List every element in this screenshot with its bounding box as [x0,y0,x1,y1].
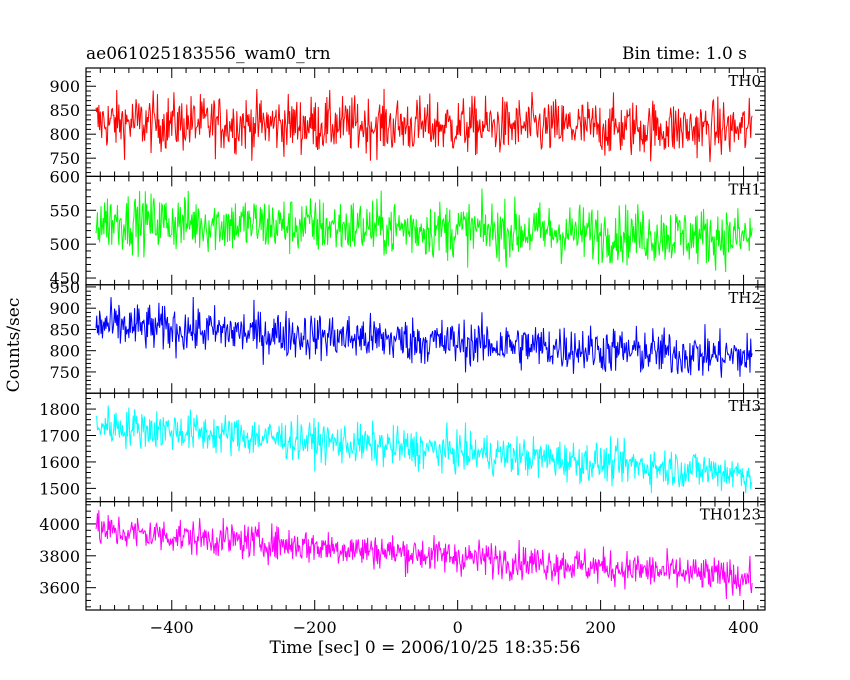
y-tick-label: 900 [49,77,80,96]
y-tick-label: 800 [49,342,80,361]
x-axis-label: Time [sec] 0 = 2006/10/25 18:35:56 [269,638,581,658]
y-tick-label: 550 [49,201,80,220]
x-tick-label: 0 [453,618,463,637]
y-tick-label: 950 [49,278,80,297]
y-tick-label: 500 [49,235,80,254]
y-tick-label: 4000 [39,515,80,534]
panel-frame-th0123 [85,501,766,611]
y-tick-label: 900 [49,299,80,318]
y-tick-label: 850 [49,101,80,120]
y-tick-label: 750 [49,149,80,168]
panel-label-th2: TH2 [728,289,761,307]
y-tick-label: 3600 [39,579,80,598]
y-tick-label: 850 [49,320,80,339]
y-axis-label: Counts/sec [4,297,24,393]
y-tick-label: 1800 [39,400,80,419]
x-tick-label: −400 [150,618,194,637]
series-line-th3 [95,405,753,494]
y-tick-label: 450 [49,269,80,288]
y-tick-label: 600 [49,167,80,186]
series-line-th1 [95,188,753,272]
bin-time-label: Bin time: 1.0 s [621,44,747,64]
y-tick-label: 1700 [39,427,80,446]
panel-label-th0123: TH0123 [700,506,761,524]
panel-label-th0: TH0 [728,72,761,90]
y-tick-label: 1500 [39,479,80,498]
panel-label-th1: TH1 [728,180,761,198]
panel-label-th3: TH3 [728,397,761,415]
y-tick-label: 750 [49,363,80,382]
series-line-th0 [95,88,753,163]
chart-title: ae061025183556_wam0_trn [86,44,331,64]
y-tick-label: 3800 [39,547,80,566]
x-tick-label: 400 [728,618,759,637]
panel-frame-th3 [85,392,766,503]
y-tick-label: 1600 [39,453,80,472]
series-line-th2 [95,297,753,378]
x-tick-label: 200 [585,618,616,637]
series-line-th0123 [95,510,753,600]
y-tick-label: 800 [49,125,80,144]
x-tick-label: −200 [293,618,337,637]
